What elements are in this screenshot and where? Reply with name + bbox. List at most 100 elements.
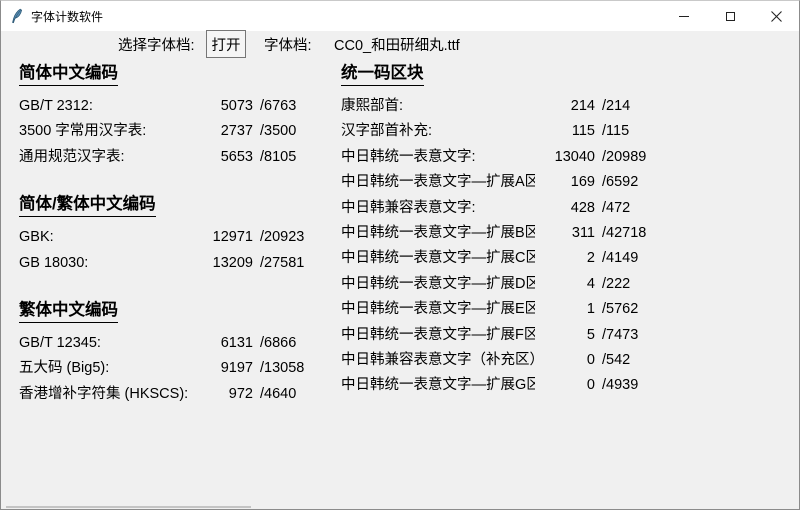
stat-label: GB 18030: — [19, 254, 89, 271]
stat-label: GB/T 12345: — [19, 335, 101, 352]
stat-label: 汉字部首补充: — [341, 123, 433, 140]
stat-row: 香港增补字符集 (HKSCS): 972/4640 — [19, 382, 321, 407]
stat-count: 972 — [228, 385, 253, 402]
title-bar[interactable]: 字体计数软件 — [1, 1, 799, 31]
minimize-button[interactable] — [661, 1, 707, 31]
left-stats-column: 简体中文编码 GB/T 2312: 5073/6763 3500 字常用汉字表: 273… — [19, 63, 321, 407]
stat-count: 115 — [571, 123, 595, 140]
stat-row: 中日韩兼容表意文字: 428/472 — [341, 196, 663, 221]
stat-label: 中日韩统一表意文字—扩展E区: — [341, 301, 535, 318]
stat-count: 2 — [586, 250, 595, 267]
close-icon — [770, 10, 782, 22]
caption-buttons — [661, 1, 799, 31]
stat-row: 中日韩兼容表意文字（补充区）: 0/542 — [341, 348, 663, 373]
stat-total: /6763 — [260, 98, 297, 114]
bottom-edge-line — [6, 506, 251, 508]
stat-total: /7473 — [602, 326, 639, 343]
minimize-icon — [679, 15, 689, 17]
stat-row: 通用规范汉字表: 5653/8105 — [19, 145, 321, 170]
close-button[interactable] — [753, 1, 799, 31]
right-stats-column: 统一码区块 康熙部首: 214/214 汉字部首补充: 115/115 中日韩统一表意文字… — [341, 63, 663, 399]
open-button[interactable]: 打开 — [206, 30, 246, 58]
stat-label: 3500 字常用汉字表: — [19, 123, 147, 140]
stat-count: 214 — [570, 98, 595, 114]
section-heading: 繁体中文编码 — [19, 300, 321, 324]
stat-label: 五大码 (Big5): — [19, 360, 110, 377]
stat-count: 6131 — [220, 335, 253, 352]
stat-count: 4 — [586, 275, 595, 292]
stat-row: 中日韩统一表意文字—扩展G区: 0/4939 — [341, 373, 663, 398]
stat-label: 康熙部首: — [341, 98, 404, 114]
section-heading-text: 统一码区块 — [341, 63, 424, 86]
stat-total: /3500 — [260, 123, 297, 140]
stat-total: /6592 — [602, 174, 639, 191]
section-heading-text: 简体中文编码 — [19, 63, 118, 86]
stat-count: 1 — [586, 301, 595, 318]
stat-total: /222 — [602, 275, 631, 292]
stat-total: /13058 — [260, 360, 305, 377]
stat-total: /4640 — [260, 385, 297, 402]
stat-total: /27581 — [260, 254, 305, 271]
stat-label: GBK: — [19, 229, 54, 246]
stat-row: 中日韩统一表意文字—扩展B区: 311/42718 — [341, 221, 663, 246]
window-title: 字体计数软件 — [31, 9, 104, 24]
stat-total: /115 — [602, 123, 630, 140]
stat-count: 13040 — [554, 148, 595, 165]
stat-row: GB/T 12345: 6131/6866 — [19, 331, 321, 356]
stat-total: /4939 — [602, 377, 639, 394]
stat-row: GB 18030: 13209/27581 — [19, 251, 321, 276]
stat-row: 五大码 (Big5): 9197/13058 — [19, 356, 321, 381]
stat-count: 13209 — [212, 254, 253, 271]
stat-total: /4149 — [602, 250, 639, 267]
stat-label: 香港增补字符集 (HKSCS): — [19, 385, 189, 402]
font-file-name: CC0_和田研细丸.ttf — [334, 38, 460, 54]
section-heading-text: 繁体中文编码 — [19, 300, 118, 324]
section-heading: 简体中文编码 — [19, 63, 321, 86]
stat-row: 康熙部首: 214/214 — [341, 94, 663, 119]
stat-label: 中日韩兼容表意文字: — [341, 199, 476, 216]
stat-row: 中日韩统一表意文字—扩展C区: 2/4149 — [341, 246, 663, 271]
stat-count: 169 — [570, 174, 595, 191]
stat-row: 中日韩统一表意文字—扩展D区: 4/222 — [341, 272, 663, 297]
stat-total: /5762 — [602, 301, 639, 318]
section-heading: 统一码区块 — [341, 63, 663, 86]
maximize-icon — [725, 11, 735, 21]
stat-label: 中日韩统一表意文字—扩展A区: — [341, 174, 535, 191]
stat-label: 中日韩统一表意文字—扩展B区: — [341, 225, 535, 242]
stat-row: GB/T 2312: 5073/6763 — [19, 94, 321, 119]
stat-row: GBK: 12971/20923 — [19, 225, 321, 250]
stat-count: 5 — [586, 326, 595, 343]
section-heading-text: 简体/繁体中文编码 — [19, 194, 156, 218]
stat-total: /6866 — [260, 335, 297, 352]
stat-total: /8105 — [260, 148, 297, 165]
stat-count: 5653 — [220, 148, 253, 165]
stat-label: 中日韩统一表意文字—扩展C区: — [341, 250, 535, 267]
stat-total: /542 — [602, 352, 631, 369]
font-file-label: 字体档: — [264, 38, 312, 54]
stat-count: 2737 — [220, 123, 253, 140]
stat-row: 中日韩统一表意文字—扩展A区: 169/6592 — [341, 170, 663, 195]
stat-label: GB/T 2312: — [19, 98, 93, 114]
stat-total: /214 — [602, 98, 631, 114]
stat-label: 中日韩统一表意文字—扩展F区: — [341, 326, 535, 343]
maximize-button[interactable] — [707, 1, 753, 31]
stat-row: 中日韩统一表意文字—扩展E区: 1/5762 — [341, 297, 663, 322]
stat-row: 中日韩统一表意文字—扩展F区: 5/7473 — [341, 323, 663, 348]
stat-count: 428 — [570, 199, 595, 216]
stat-count: 9197 — [220, 360, 253, 377]
stat-row: 3500 字常用汉字表: 2737/3500 — [19, 119, 321, 144]
stat-label: 中日韩兼容表意文字（补充区）: — [341, 352, 535, 369]
stat-count: 12971 — [212, 229, 253, 246]
stat-label: 中日韩统一表意文字—扩展G区: — [341, 377, 535, 394]
stat-label: 中日韩统一表意文字: — [341, 148, 476, 165]
stat-total: /20989 — [602, 148, 647, 165]
stat-label: 中日韩统一表意文字—扩展D区: — [341, 275, 535, 292]
app-feather-icon — [12, 8, 23, 24]
stat-row: 汉字部首补充: 115/115 — [341, 119, 663, 144]
stat-row: 中日韩统一表意文字: 13040/20989 — [341, 145, 663, 170]
stat-total: /20923 — [260, 229, 305, 246]
stat-count: 5073 — [220, 98, 253, 114]
stat-count: 311 — [571, 225, 595, 242]
stat-count: 0 — [586, 377, 595, 394]
